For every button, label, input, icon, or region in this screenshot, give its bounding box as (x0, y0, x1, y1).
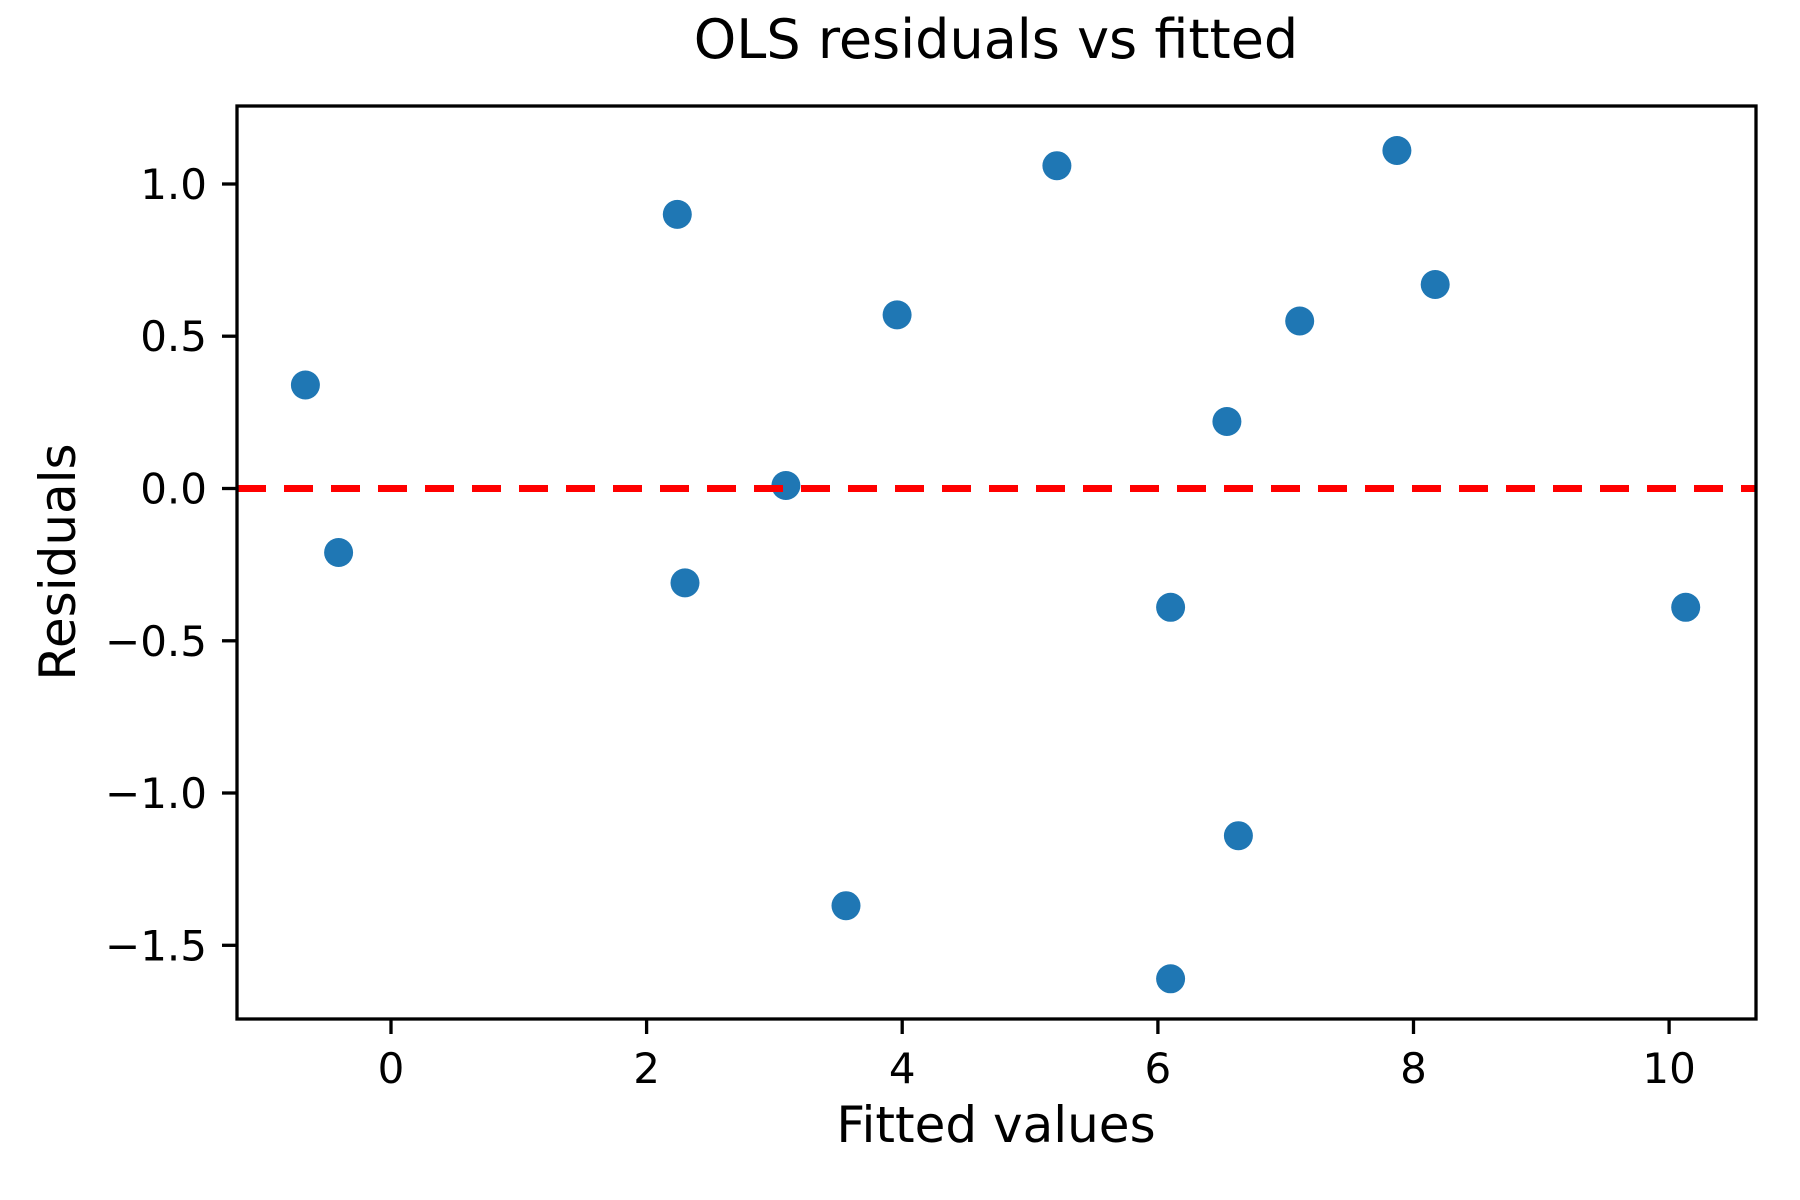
data-point (1212, 407, 1242, 436)
data-point (1285, 306, 1315, 336)
x-tick-label: 8 (1400, 1044, 1427, 1093)
y-axis-label: Residuals (29, 443, 87, 680)
data-point (662, 199, 692, 229)
x-tick-label: 4 (889, 1044, 916, 1093)
data-point (831, 891, 861, 921)
data-point (1671, 592, 1701, 622)
y-tick-label: 0.5 (140, 312, 207, 361)
y-tick-label: −1.0 (105, 769, 207, 818)
data-point (771, 471, 801, 500)
y-tick-label: −1.5 (105, 921, 207, 970)
data-point (1223, 821, 1253, 851)
chart-title: OLS residuals vs fitted (694, 8, 1298, 71)
y-tick-label: 0.0 (140, 465, 207, 514)
data-point (1156, 592, 1186, 622)
y-tick-label: −0.5 (105, 617, 207, 666)
plot-area: 0 2 4 6 8 10 −1.5 −1.0 −0.5 0.0 0.5 1.0 (105, 104, 1758, 1093)
x-axis-label: Fitted values (836, 1096, 1155, 1154)
x-tick-label: 6 (1145, 1044, 1172, 1093)
data-point (290, 370, 320, 400)
x-tick-label: 0 (378, 1044, 405, 1093)
data-point (670, 568, 700, 598)
data-point (1156, 964, 1186, 994)
data-point (1042, 151, 1072, 181)
plot-border (235, 104, 1758, 1021)
data-point (324, 538, 354, 567)
data-point (882, 300, 912, 330)
data-point (1420, 270, 1450, 299)
y-tick-label: 1.0 (140, 160, 207, 209)
data-point (1382, 136, 1412, 165)
x-tick-label: 2 (633, 1044, 660, 1093)
x-tick-label: 10 (1642, 1044, 1695, 1093)
